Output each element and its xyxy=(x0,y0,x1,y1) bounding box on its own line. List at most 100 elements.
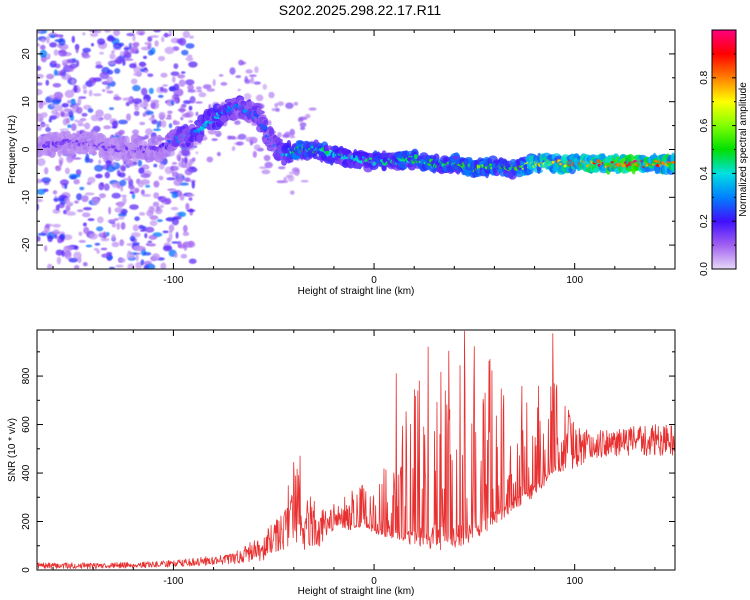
spectrogram-noise-blob xyxy=(167,188,177,192)
spectrogram-noise-blob xyxy=(171,171,179,178)
spectrogram-noise-blob xyxy=(177,211,187,217)
spectrogram-noise-blob xyxy=(167,114,172,118)
spectrogram-noise-blob xyxy=(46,73,55,80)
spectrogram-noise-blob xyxy=(172,76,176,83)
spectrogram-noise-blob xyxy=(61,103,69,108)
spectrogram-ridge-core xyxy=(413,154,418,160)
spectrogram-noise-blob xyxy=(162,84,168,87)
spectrogram-noise-blob xyxy=(186,193,195,197)
spectrogram-noise-blob xyxy=(114,68,121,74)
spectrogram-noise-blob xyxy=(109,107,114,110)
spectrogram-noise-blob xyxy=(115,56,123,65)
spectrogram-noise-blob xyxy=(103,183,110,191)
spectrogram-noise-blob xyxy=(88,89,93,97)
spectrogram-noise-blob xyxy=(157,219,163,223)
colorbar: 0.0 0.2 0.4 0.6 0.8 Normalized spectral ampl… xyxy=(699,29,749,276)
spectrogram-noise-blob xyxy=(113,30,121,37)
spectrogram-noise-blob xyxy=(87,176,96,184)
spectrogram-noise-blob xyxy=(254,66,259,74)
spectrogram-noise-blob xyxy=(105,160,113,167)
spectrogram-noise-blob xyxy=(229,67,236,75)
spectrogram-noise-blob xyxy=(183,156,188,163)
spectrogram-noise-blob xyxy=(135,253,139,262)
spectrogram-noise-blob xyxy=(170,165,179,171)
spectrogram-noise-blob xyxy=(173,63,179,69)
spectrogram-noise-blob xyxy=(60,69,66,77)
snr-x-tick-label: 0 xyxy=(371,576,377,587)
spectrogram-noise-blob xyxy=(88,233,98,240)
spectrogram-noise-blob xyxy=(145,184,151,188)
spectrogram-noise-blob xyxy=(98,159,102,165)
spectrogram-noise-blob xyxy=(94,242,101,246)
spectrogram-noise-blob xyxy=(92,125,101,133)
spectrogram-noise-blob xyxy=(52,190,58,195)
spectrogram-marks xyxy=(37,30,675,269)
spectrogram-noise-blob xyxy=(191,180,195,189)
spectrogram-noise-blob xyxy=(216,151,221,157)
spectrogram-ridge-halo xyxy=(654,165,660,175)
spectrogram-noise-blob xyxy=(188,258,197,264)
spectrogram-noise-blob xyxy=(59,128,69,131)
spectrogram-noise-blob xyxy=(157,55,166,62)
spectrogram-noise-blob xyxy=(89,32,99,37)
spectrogram-noise-blob xyxy=(300,179,309,183)
spectrogram-noise-blob xyxy=(122,59,126,66)
spectrogram-noise-blob xyxy=(88,77,97,84)
spectrogram-noise-blob xyxy=(117,203,124,208)
spectrogram-noise-blob xyxy=(115,264,124,268)
spectrogram-noise-blob xyxy=(75,169,82,176)
spectrogram-noise-blob xyxy=(87,108,94,113)
spectrogram-noise-blob xyxy=(274,103,279,108)
spectrogram-noise-blob xyxy=(285,102,294,109)
spectrogram-ridge-halo xyxy=(147,137,157,148)
spectrogram-noise-blob xyxy=(37,178,43,184)
spectrogram-noise-blob xyxy=(81,195,89,203)
spectrogram-noise-blob xyxy=(161,36,165,43)
spectrogram-noise-blob xyxy=(106,90,114,94)
spectrogram-noise-blob xyxy=(112,42,123,50)
spectrogram-noise-blob xyxy=(37,158,46,167)
spectrogram-noise-blob xyxy=(149,215,159,220)
spectrogram-noise-blob xyxy=(132,245,143,252)
spectrogram-noise-blob xyxy=(64,197,70,204)
spectrogram-noise-blob xyxy=(187,89,196,93)
spectrogram-noise-blob xyxy=(54,34,64,38)
spectrogram-noise-blob xyxy=(70,98,76,106)
spectrogram-noise-blob xyxy=(54,104,63,112)
spectrogram-noise-blob xyxy=(58,49,67,57)
spectrogram-noise-blob xyxy=(50,103,55,107)
spectrogram-noise-blob xyxy=(105,85,110,91)
spectrogram-noise-blob xyxy=(103,113,112,121)
spectrogram-noise-blob xyxy=(119,179,127,187)
spectrogram-noise-blob xyxy=(182,231,190,236)
spectrogram-noise-blob xyxy=(105,165,116,173)
spectrogram-noise-blob xyxy=(52,223,61,228)
spectrogram-noise-blob xyxy=(39,49,48,58)
spectrogram-noise-blob xyxy=(211,138,218,142)
spectrogram-noise-blob xyxy=(118,216,125,220)
spectrogram-noise-blob xyxy=(129,191,134,194)
spectrogram-noise-blob xyxy=(84,192,95,196)
spectrogram-noise-blob xyxy=(97,118,103,122)
spectrogram-noise-blob xyxy=(125,101,130,107)
spectrogram-noise-blob xyxy=(158,111,166,119)
spectrogram-noise-blob xyxy=(119,239,125,247)
spectrogram-noise-blob xyxy=(63,108,71,112)
spectrogram-noise-blob xyxy=(37,124,42,131)
spectrogram-noise-blob xyxy=(161,120,167,128)
spectrogram-noise-blob xyxy=(181,163,187,166)
spectrogram-ridge-halo xyxy=(381,165,387,172)
spectrogram-noise-blob xyxy=(101,253,110,258)
spectrogram-noise-blob xyxy=(249,74,257,78)
spectrogram-noise-blob xyxy=(252,150,257,158)
spectrogram-noise-blob xyxy=(262,83,268,90)
spectrogram-noise-blob xyxy=(288,171,298,175)
spectrogram-noise-blob xyxy=(159,163,165,170)
snr-y-tick-label: 600 xyxy=(21,416,32,433)
spectrogram-noise-blob xyxy=(188,120,193,123)
spectrogram-noise-blob xyxy=(48,94,55,99)
spectrogram-noise-blob xyxy=(99,193,106,199)
spectrogram-noise-blob xyxy=(116,222,121,230)
spectrogram-noise-blob xyxy=(183,100,192,105)
spectrogram-noise-blob xyxy=(277,132,282,137)
